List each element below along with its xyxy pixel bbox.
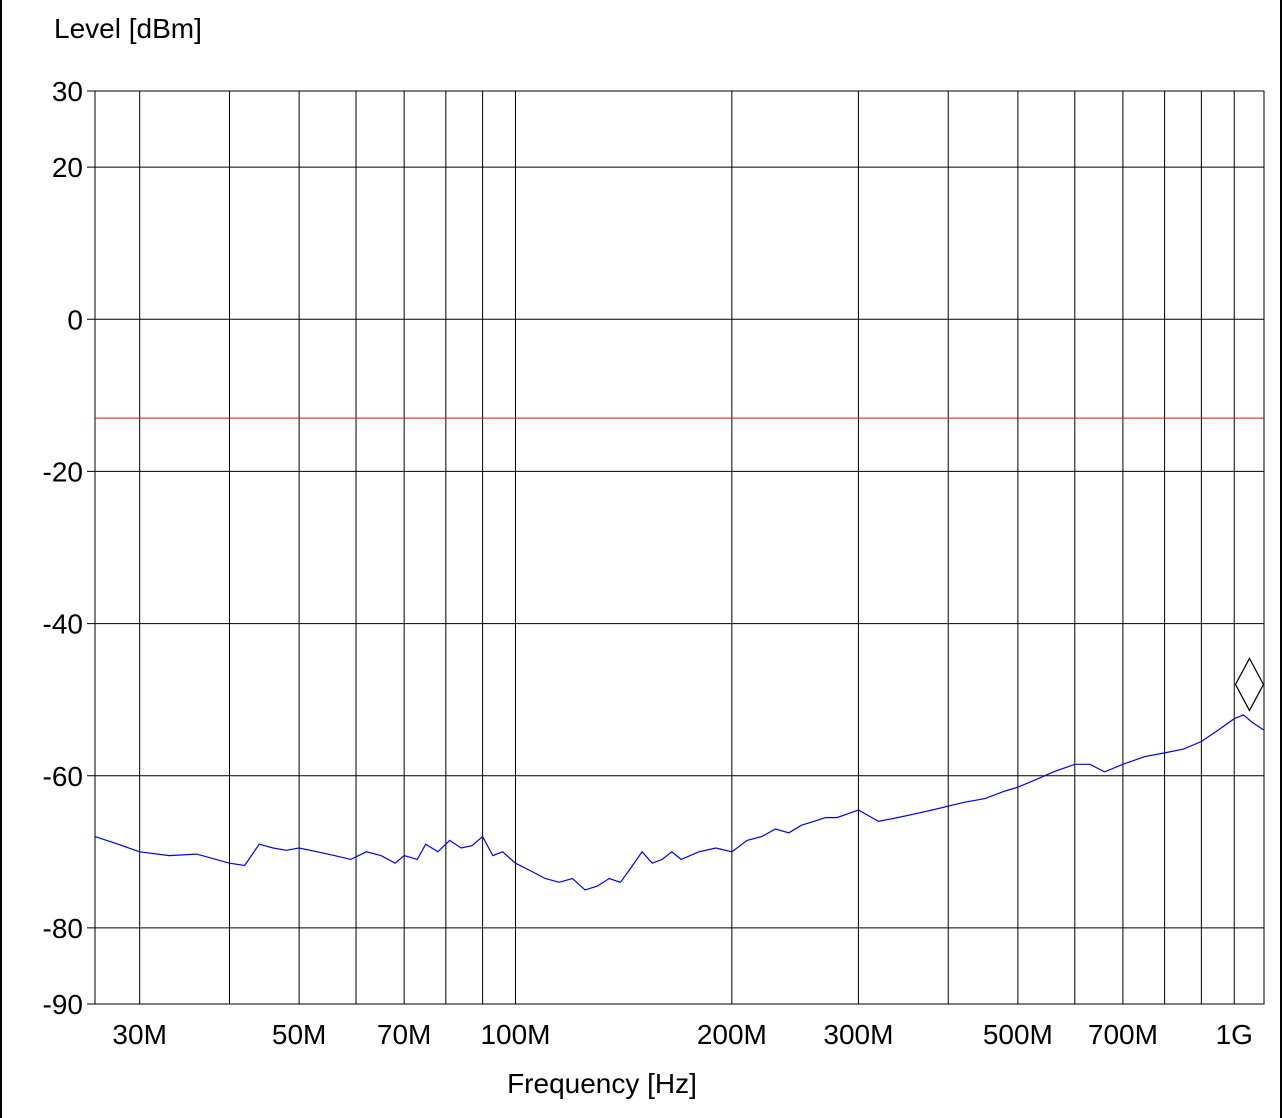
x-tick-label: 500M — [983, 1019, 1053, 1050]
grid — [87, 90, 1265, 1005]
x-tick-labels: 30M 50M 70M 100M 200M 300M 500M 700M 1G — [112, 1019, 1252, 1050]
x-tick-label: 300M — [823, 1019, 893, 1050]
x-tick-label: 100M — [480, 1019, 550, 1050]
y-tick-label: 30 — [52, 76, 83, 107]
y-tick-label: -20 — [43, 456, 83, 487]
x-tick-label: 30M — [112, 1019, 166, 1050]
y-tick-labels: 30 20 0 -20 -40 -60 -80 -90 — [43, 76, 83, 1020]
y-axis-label: Level [dBm] — [54, 13, 202, 44]
x-tick-label: 70M — [377, 1019, 431, 1050]
y-tick-label: -60 — [43, 761, 83, 792]
series-line — [94, 714, 1265, 891]
y-tick-label: -80 — [43, 913, 83, 944]
y-tick-label: 0 — [67, 304, 83, 335]
x-axis-label: Frequency [Hz] — [507, 1068, 697, 1099]
x-tick-label: 50M — [272, 1019, 326, 1050]
y-tick-label: 20 — [52, 152, 83, 183]
x-tick-label: 1G — [1216, 1019, 1253, 1050]
y-tick-label: -40 — [43, 609, 83, 640]
marker-diamond — [1234, 657, 1265, 712]
marker-group — [1234, 657, 1265, 712]
x-tick-label: 700M — [1088, 1019, 1158, 1050]
y-tick-label: -90 — [43, 989, 83, 1020]
x-tick-label: 200M — [697, 1019, 767, 1050]
series-group — [94, 714, 1265, 891]
plot-border — [94, 90, 1265, 1005]
